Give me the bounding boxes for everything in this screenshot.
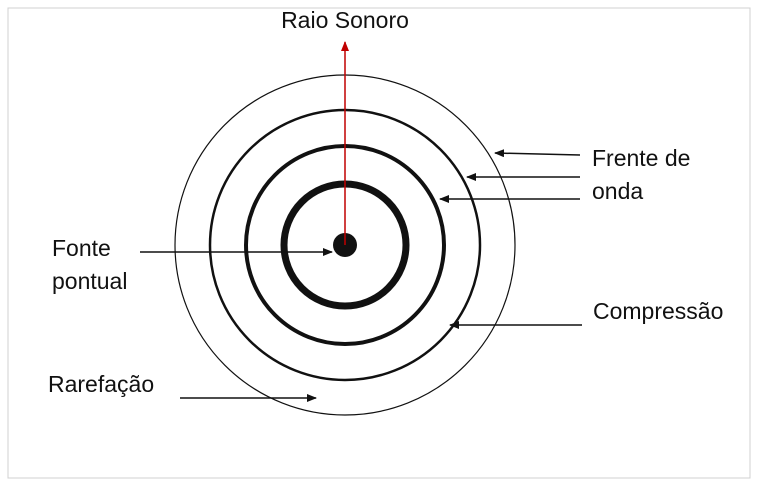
arrow — [494, 149, 581, 158]
compression-label: Compressão — [593, 298, 723, 324]
wavefront-label: onda — [592, 178, 643, 204]
ray-label: Raio Sonoro — [281, 7, 409, 33]
pointer-arrows — [140, 149, 582, 402]
wavefront-label: Frente de — [592, 145, 690, 171]
rarefaction-label: Rarefação — [48, 371, 154, 397]
source-label: Fonte — [52, 235, 111, 261]
frame — [7, 7, 751, 479]
source-label: pontual — [52, 268, 127, 294]
